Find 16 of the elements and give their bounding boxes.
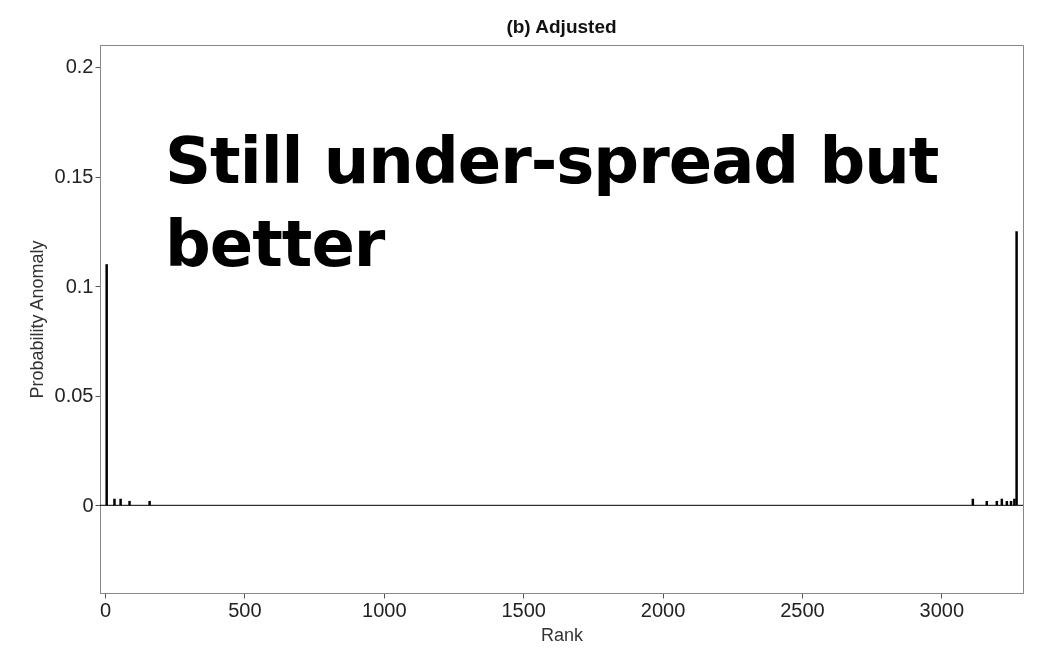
y-axis-title: Probability Anomaly (26, 240, 47, 399)
chart-title: (b) Adjusted (506, 16, 617, 37)
x-tick-label: 2500 (780, 598, 825, 621)
x-tick-label: 2000 (640, 598, 686, 621)
y-tick-label: 0 (82, 493, 94, 516)
annotation: Still under-spread but better (165, 123, 940, 284)
x-axis-title: Rank (540, 624, 584, 645)
y-tick-label: 0.2 (65, 55, 94, 78)
x-tick-label: 1000 (362, 598, 407, 621)
y-tick-label: 0.1 (65, 274, 94, 297)
x-tick-label: 0 (99, 598, 112, 621)
x-tick-label: 500 (228, 598, 262, 621)
y-tick-label: 0.15 (54, 165, 94, 188)
y-tick-label: 0.05 (54, 384, 94, 407)
x-tick-label: 3000 (919, 598, 965, 621)
x-tick-label: 1500 (501, 598, 546, 621)
